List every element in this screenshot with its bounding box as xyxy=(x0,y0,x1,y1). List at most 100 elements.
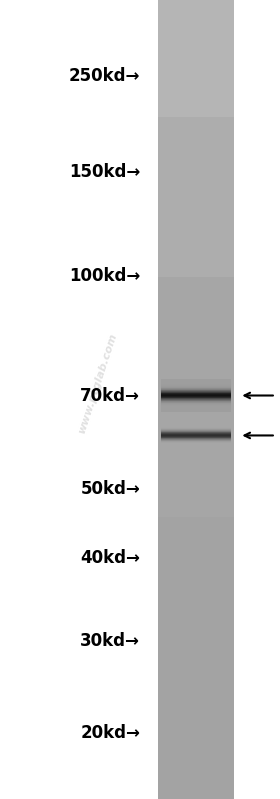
Bar xyxy=(158,757,234,759)
Bar xyxy=(158,781,234,783)
Bar xyxy=(158,368,234,370)
Bar xyxy=(158,674,234,677)
Bar xyxy=(158,599,234,602)
Bar xyxy=(158,0,234,2)
Bar xyxy=(158,237,234,240)
Bar xyxy=(158,266,234,269)
Text: 70kd→: 70kd→ xyxy=(80,387,140,404)
Bar xyxy=(158,485,234,487)
Bar xyxy=(158,745,234,749)
Bar xyxy=(158,501,234,503)
Bar xyxy=(158,106,234,109)
Bar xyxy=(158,32,234,34)
Bar xyxy=(158,737,234,741)
Bar xyxy=(158,458,234,461)
Bar xyxy=(158,733,234,735)
Bar xyxy=(158,173,234,176)
Bar xyxy=(158,70,234,72)
Bar xyxy=(158,373,234,376)
Bar xyxy=(158,178,234,181)
Bar xyxy=(158,709,234,711)
Bar xyxy=(158,629,234,631)
Bar xyxy=(158,306,234,309)
Bar xyxy=(158,647,234,650)
Bar xyxy=(158,197,234,200)
Bar xyxy=(158,30,234,32)
Bar xyxy=(158,474,234,477)
Bar xyxy=(158,765,234,767)
Bar xyxy=(158,258,234,261)
Bar xyxy=(158,120,234,122)
Bar xyxy=(158,72,234,74)
Bar xyxy=(158,213,234,216)
Bar xyxy=(158,333,234,336)
Bar xyxy=(158,181,234,184)
Bar xyxy=(158,14,234,16)
Bar xyxy=(158,285,234,288)
Bar xyxy=(158,240,234,242)
Bar xyxy=(158,767,234,769)
Bar xyxy=(158,741,234,743)
Bar xyxy=(158,439,234,442)
Bar xyxy=(158,453,234,455)
Bar xyxy=(158,522,234,525)
Bar xyxy=(158,357,234,360)
Bar xyxy=(158,325,234,328)
Bar xyxy=(158,466,234,469)
Bar xyxy=(158,352,234,354)
Bar xyxy=(158,141,234,144)
Bar xyxy=(158,360,234,362)
Bar xyxy=(158,589,234,591)
Bar xyxy=(158,717,234,719)
Bar xyxy=(158,274,234,277)
Bar xyxy=(158,282,234,285)
Bar xyxy=(158,288,234,290)
Bar xyxy=(158,210,234,213)
Bar xyxy=(158,362,234,365)
Bar xyxy=(158,66,234,70)
Bar xyxy=(158,519,234,522)
Bar xyxy=(158,78,234,80)
Bar xyxy=(158,234,234,237)
Bar xyxy=(158,575,234,578)
Bar xyxy=(158,397,234,400)
Bar xyxy=(158,18,234,22)
Bar xyxy=(158,184,234,186)
Bar xyxy=(158,218,234,221)
Bar xyxy=(158,541,234,543)
Text: 150kd→: 150kd→ xyxy=(69,163,140,181)
Bar xyxy=(158,248,234,250)
Bar xyxy=(158,509,234,511)
Bar xyxy=(158,549,234,551)
Bar xyxy=(158,615,234,618)
Bar xyxy=(158,138,234,141)
Bar xyxy=(158,735,234,737)
Bar xyxy=(158,434,234,437)
Bar xyxy=(158,186,234,189)
Bar xyxy=(158,112,234,114)
Bar xyxy=(158,40,234,42)
Bar xyxy=(158,533,234,535)
Bar xyxy=(158,170,234,173)
Text: 40kd→: 40kd→ xyxy=(80,549,140,566)
Bar xyxy=(158,495,234,498)
Bar xyxy=(158,48,234,50)
Bar xyxy=(158,384,234,386)
Bar xyxy=(158,74,234,78)
Bar xyxy=(158,567,234,570)
Bar xyxy=(158,514,234,517)
Bar xyxy=(158,690,234,693)
Text: www.ptglab.com: www.ptglab.com xyxy=(77,332,119,435)
Bar xyxy=(158,671,234,674)
Bar xyxy=(158,365,234,368)
Bar xyxy=(158,461,234,463)
Bar xyxy=(158,626,234,629)
Bar xyxy=(158,101,234,104)
Bar xyxy=(158,725,234,727)
Bar xyxy=(158,98,234,101)
Bar xyxy=(158,783,234,785)
Bar xyxy=(158,50,234,54)
Bar xyxy=(158,16,234,18)
Bar xyxy=(158,88,234,90)
Bar xyxy=(158,208,234,210)
